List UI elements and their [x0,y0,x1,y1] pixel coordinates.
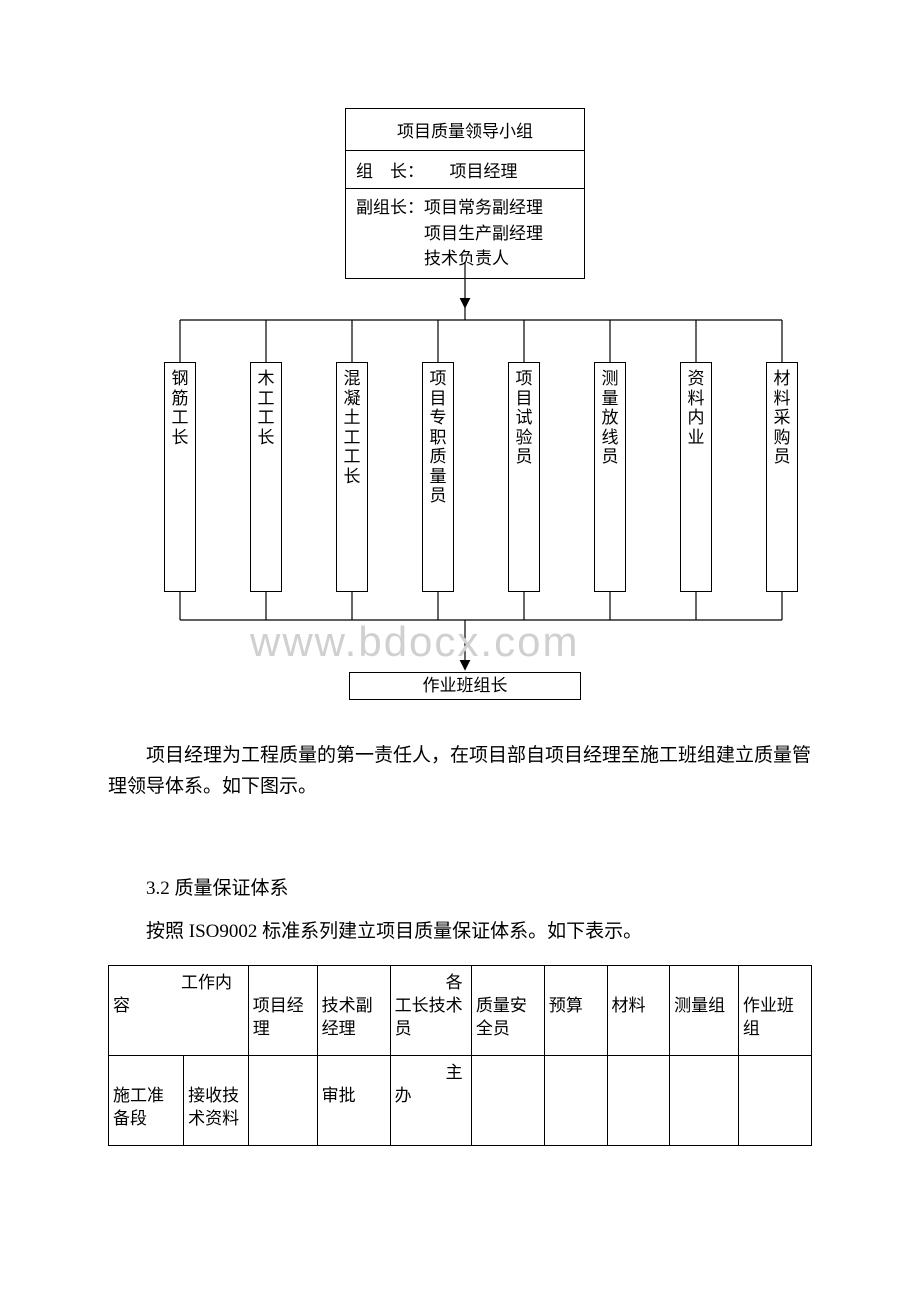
section-3-2-body: 按照 ISO9002 标准系列建立项目质量保证体系。如下表示。 [108,916,812,947]
vertical-node-2: 混凝土工工长 [336,362,368,592]
vertical-node-6: 资料内业 [680,362,712,592]
vertical-node-7: 材料采购员 [766,362,798,592]
watermark-text: www.bdocx.com [250,618,579,666]
row1-col5 [471,1056,544,1146]
row1-col3: 审批 [317,1056,390,1146]
leader-label: 组 长： [356,162,424,181]
header-col9: 作业班组 [738,966,811,1056]
top-org-box: 项目质量领导小组 组 长： 项目经理 副组长：项目常务副经理 副组长：项目生产副… [345,108,585,279]
header-col1: 工作内容 [109,966,249,1056]
row1-col1a: 施工准备段 [109,1056,184,1146]
leader-value: 项目经理 [450,162,518,181]
org-deputy-row: 副组长：项目常务副经理 副组长：项目生产副经理 副组长：技术负责人 [346,189,584,278]
header-col4: 各工长技术员 [390,966,471,1056]
row1-col8 [670,1056,739,1146]
header-col6: 预算 [544,966,607,1056]
deputy-line1: 项目常务副经理 [424,198,543,217]
row1-col1b: 接收技术资料 [184,1056,249,1146]
org-chart-diagram: 项目质量领导小组 组 长： 项目经理 副组长：项目常务副经理 副组长：项目生产副… [0,0,920,720]
qa-system-table: 工作内容 项目经理 技术副经理 各工长技术员 质量安全员 预算 材料 测量组 作… [108,965,812,1146]
org-leader-row: 组 长： 项目经理 [346,151,584,189]
row1-col9 [738,1056,811,1146]
deputy-label: 副组长： [356,198,424,217]
header-col8: 测量组 [670,966,739,1056]
header-col2: 项目经理 [248,966,317,1056]
row1-col2 [248,1056,317,1146]
section-3-2-heading: 3.2 质量保证体系 [108,873,812,904]
vertical-node-4: 项目试验员 [508,362,540,592]
table-header-row: 工作内容 项目经理 技术副经理 各工长技术员 质量安全员 预算 材料 测量组 作… [109,966,812,1056]
table-row: 施工准备段 接收技术资料 审批 主办 [109,1056,812,1146]
bottom-org-box: 作业班组长 [349,672,581,700]
header-col5: 质量安全员 [471,966,544,1056]
deputy-line2: 项目生产副经理 [424,224,543,243]
row1-col7 [607,1056,670,1146]
vertical-node-3: 项目专职质量员 [422,362,454,592]
vertical-node-0: 钢筋工长 [164,362,196,592]
deputy-line3: 技术负责人 [424,249,509,268]
row1-col4: 主办 [390,1056,471,1146]
vertical-node-1: 木工工长 [250,362,282,592]
org-title: 项目质量领导小组 [346,109,584,151]
vertical-node-5: 测量放线员 [594,362,626,592]
header-col7: 材料 [607,966,670,1056]
row1-col6 [544,1056,607,1146]
paragraph-1: 项目经理为工程质量的第一责任人，在项目部自项目经理至施工班组建立质量管理领导体系… [108,740,812,803]
body-text-section: 项目经理为工程质量的第一责任人，在项目部自项目经理至施工班组建立质量管理领导体系… [0,720,920,947]
header-col3: 技术副经理 [317,966,390,1056]
